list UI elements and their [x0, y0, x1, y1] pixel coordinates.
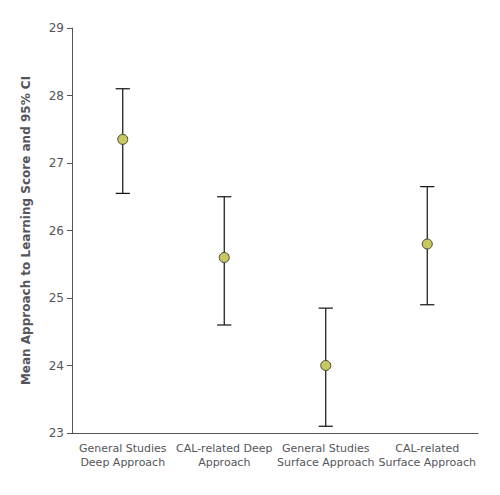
svg-text:28: 28 — [49, 89, 64, 103]
svg-text:CAL-related Deep: CAL-related Deep — [176, 442, 273, 455]
svg-text:24: 24 — [49, 359, 64, 373]
svg-text:23: 23 — [49, 426, 64, 440]
svg-text:Surface Approach: Surface Approach — [378, 456, 476, 469]
svg-text:Deep Approach: Deep Approach — [80, 456, 165, 469]
svg-text:Mean Approach to Learning Scor: Mean Approach to Learning Score and 95% … — [19, 76, 33, 385]
svg-text:Approach: Approach — [198, 456, 250, 469]
svg-text:26: 26 — [49, 224, 64, 238]
svg-text:25: 25 — [49, 291, 64, 305]
svg-text:General Studies: General Studies — [282, 442, 370, 455]
svg-text:29: 29 — [49, 21, 64, 35]
svg-text:27: 27 — [49, 156, 64, 170]
svg-text:Surface Approach: Surface Approach — [277, 456, 375, 469]
svg-text:CAL-related: CAL-related — [395, 442, 459, 455]
svg-text:General Studies: General Studies — [79, 442, 167, 455]
